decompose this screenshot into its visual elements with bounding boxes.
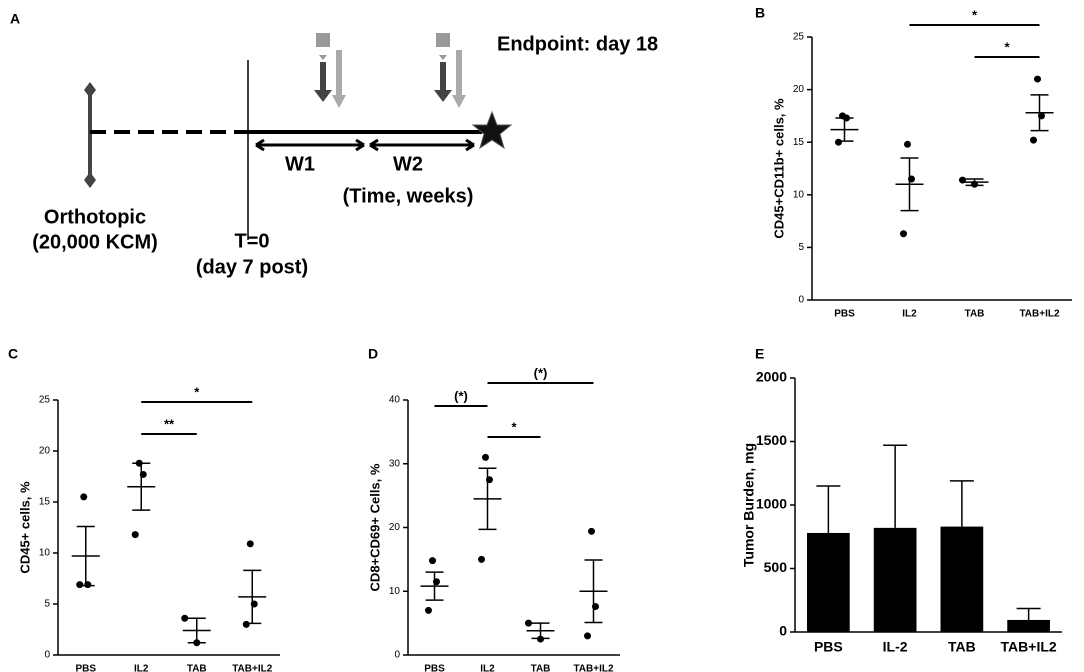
y-tick-label: 0: [779, 623, 787, 639]
y-tick-label: 10: [793, 189, 805, 200]
y-tick-label: 0: [394, 650, 400, 661]
data-point: [584, 632, 591, 640]
y-tick-label: 5: [44, 599, 50, 610]
start-note: (day 7 post): [196, 256, 308, 278]
x-tick-label: TAB: [965, 309, 985, 320]
panel-label: D: [368, 346, 378, 362]
significance-label: (*): [534, 365, 548, 380]
x-tick-label: TAB: [948, 639, 976, 655]
panel-label: E: [755, 346, 764, 362]
data-point: [242, 620, 250, 628]
y-tick-label: 500: [764, 559, 788, 575]
y-tick-label: 20: [389, 522, 401, 533]
x-tick-label: PBS: [424, 664, 445, 672]
endpoint: Endpoint: day 18: [497, 33, 658, 55]
data-point: [181, 614, 189, 622]
y-tick-label: 20: [793, 84, 805, 95]
significance-label: (*): [454, 388, 468, 403]
data-point: [1034, 75, 1041, 83]
panel-label: B: [755, 5, 765, 21]
x-tick-label: TAB: [187, 664, 207, 672]
data-point: [835, 138, 842, 146]
bar: [873, 527, 917, 632]
significance-label: **: [164, 416, 175, 431]
data-point: [131, 531, 139, 539]
y-tick-label: 5: [798, 242, 804, 253]
y-axis-label: Tumor Burden, mg: [741, 443, 757, 567]
significance-label: *: [1004, 39, 1010, 54]
bar: [940, 526, 984, 632]
week-label: W1: [285, 153, 315, 175]
data-point: [429, 557, 436, 565]
x-tick-label: IL2: [134, 664, 149, 672]
week-label: W2: [393, 153, 423, 175]
x-tick-label: PBS: [834, 309, 855, 320]
data-point: [76, 581, 84, 589]
data-point: [1030, 136, 1037, 144]
y-tick-label: 2000: [756, 369, 787, 385]
x-tick-label: TAB+IL2: [573, 664, 614, 672]
y-tick-label: 0: [798, 295, 804, 306]
y-tick-label: 20: [39, 446, 51, 457]
data-point: [904, 140, 911, 148]
significance-label: *: [194, 384, 200, 399]
star: [471, 110, 513, 150]
x-tick-label: TAB+IL2: [1001, 639, 1057, 655]
week-arrows: [255, 138, 475, 152]
x-tick-label: IL-2: [883, 639, 908, 655]
y-tick-label: 30: [389, 458, 401, 469]
treatment-arrow: [434, 33, 466, 108]
cells-label: (20,000 KCM): [32, 231, 158, 253]
bar: [1007, 619, 1050, 632]
treatment-arrow: [314, 33, 346, 108]
x-tick-label: TAB+IL2: [1019, 309, 1060, 320]
y-tick-label: 10: [389, 586, 401, 597]
site-label: Orthotopic: [44, 206, 146, 228]
panel-label: A: [10, 11, 20, 27]
y-tick-label: 15: [39, 497, 51, 508]
axis-label: (Time, weeks): [343, 185, 474, 207]
y-tick-label: 0: [44, 650, 50, 661]
y-axis-label: CD45+CD11b+ cells, %: [771, 98, 786, 239]
significance-label: *: [972, 7, 978, 22]
y-axis-label: CD8+CD69+ Cells, %: [367, 463, 382, 591]
data-point: [525, 619, 532, 627]
y-tick-label: 1500: [756, 432, 787, 448]
y-tick-label: 10: [39, 548, 51, 559]
y-axis-label: CD45+ cells, %: [17, 481, 32, 574]
x-tick-label: IL2: [902, 309, 917, 320]
y-tick-label: 25: [793, 32, 805, 43]
data-point: [478, 555, 485, 563]
panel-label: C: [8, 346, 18, 362]
x-tick-label: TAB+IL2: [232, 664, 273, 672]
data-point: [900, 230, 907, 238]
data-point: [80, 493, 88, 501]
data-point: [482, 453, 489, 461]
bar: [807, 532, 850, 632]
x-tick-label: TAB: [531, 664, 551, 672]
significance-label: *: [511, 419, 517, 434]
x-tick-label: IL2: [480, 664, 495, 672]
data-point: [246, 540, 254, 548]
data-point: [425, 606, 432, 614]
y-tick-label: 25: [39, 395, 51, 406]
x-tick-label: PBS: [814, 639, 843, 655]
y-tick-label: 15: [793, 137, 805, 148]
panel-a: A Endpoint: day 18 W1 W2 (Time, weeks) O…: [10, 11, 658, 279]
y-tick-label: 40: [389, 395, 401, 406]
x-tick-label: PBS: [75, 664, 96, 672]
start-label: T=0: [234, 230, 269, 252]
data-point: [588, 527, 595, 535]
y-tick-label: 1000: [756, 496, 787, 512]
